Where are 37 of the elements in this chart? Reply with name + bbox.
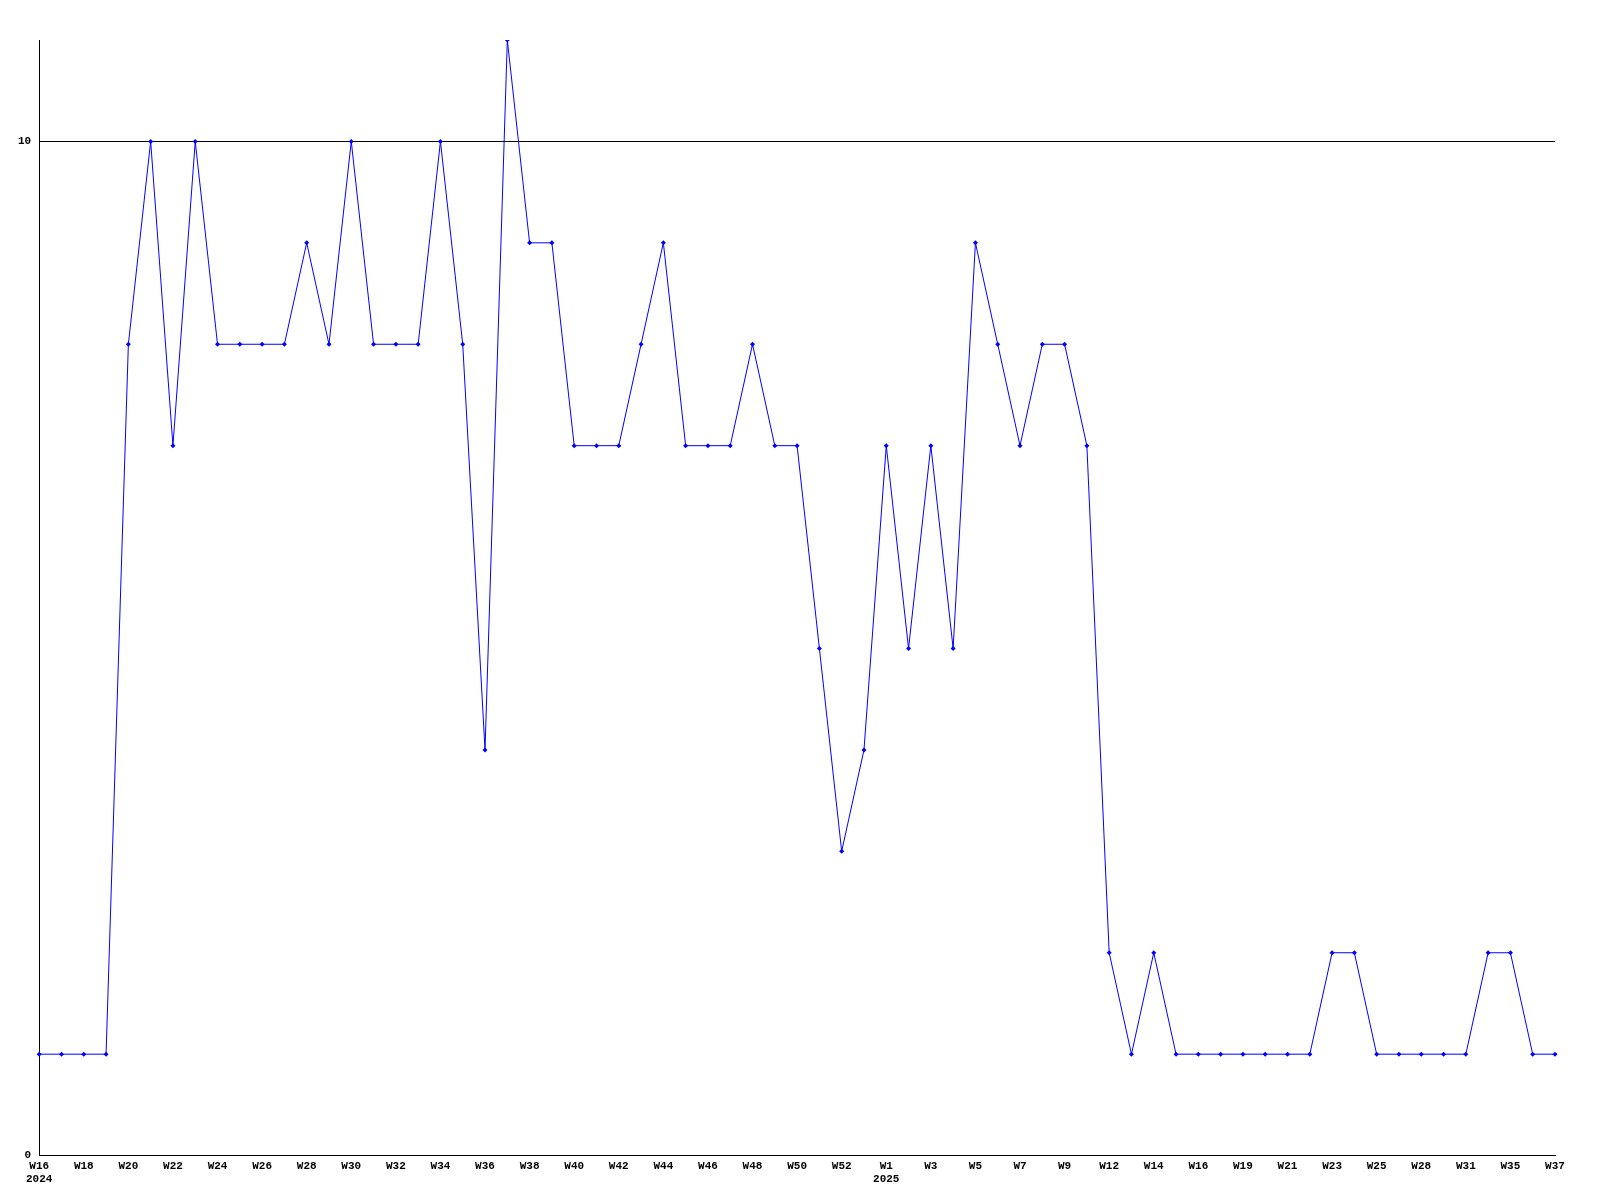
y-tick-label: 0 — [24, 1149, 32, 1162]
x-tick-label: W28 — [1411, 1159, 1432, 1172]
x-tick-label: W22 — [163, 1159, 183, 1172]
x-tick-label: W42 — [608, 1159, 629, 1172]
x-tick-label: W36 — [475, 1159, 495, 1172]
y-tick-label: 10 — [18, 135, 32, 148]
x-tick-label: W30 — [341, 1159, 362, 1172]
x-tick-label: W16 2024 — [26, 1159, 53, 1186]
x-tick-label: W9 — [1057, 1159, 1072, 1172]
x-tick-label: W28 — [296, 1159, 317, 1172]
x-tick-label: W48 — [742, 1159, 763, 1172]
x-tick-label: W14 — [1143, 1159, 1165, 1172]
x-tick-label: W35 — [1500, 1159, 1521, 1172]
x-tick-label: W26 — [252, 1159, 273, 1172]
x-tick-label: W25 — [1366, 1159, 1387, 1172]
x-tick-label: W46 — [698, 1159, 718, 1172]
x-tick-label: W21 — [1277, 1159, 1298, 1172]
x-tick-label: W12 — [1099, 1159, 1120, 1172]
x-tick-label: W31 — [1455, 1159, 1477, 1172]
x-tick-label: W19 — [1233, 1159, 1253, 1172]
x-tick-label: W44 — [653, 1159, 674, 1172]
x-tick-label: W24 — [207, 1159, 228, 1172]
x-tick-label: W3 — [924, 1159, 938, 1172]
x-tick-label: W18 — [73, 1159, 95, 1172]
x-tick-label: W32 — [385, 1159, 406, 1172]
x-tick-label: W23 — [1322, 1159, 1343, 1172]
x-tick-label: W16 — [1188, 1159, 1209, 1172]
x-tick-label: W7 — [1013, 1159, 1027, 1172]
x-tick-label: W40 — [564, 1159, 585, 1172]
x-tick-label: W34 — [430, 1159, 451, 1172]
x-tick-label: W38 — [519, 1159, 540, 1172]
x-tick-label: W52 — [831, 1159, 852, 1172]
x-tick-label: W50 — [787, 1159, 808, 1172]
x-tick-label: W5 — [968, 1159, 983, 1172]
x-tick-label: W1 2025 — [873, 1159, 900, 1186]
x-tick-label: W20 — [118, 1159, 139, 1172]
x-tick-label: W37 — [1545, 1159, 1565, 1172]
